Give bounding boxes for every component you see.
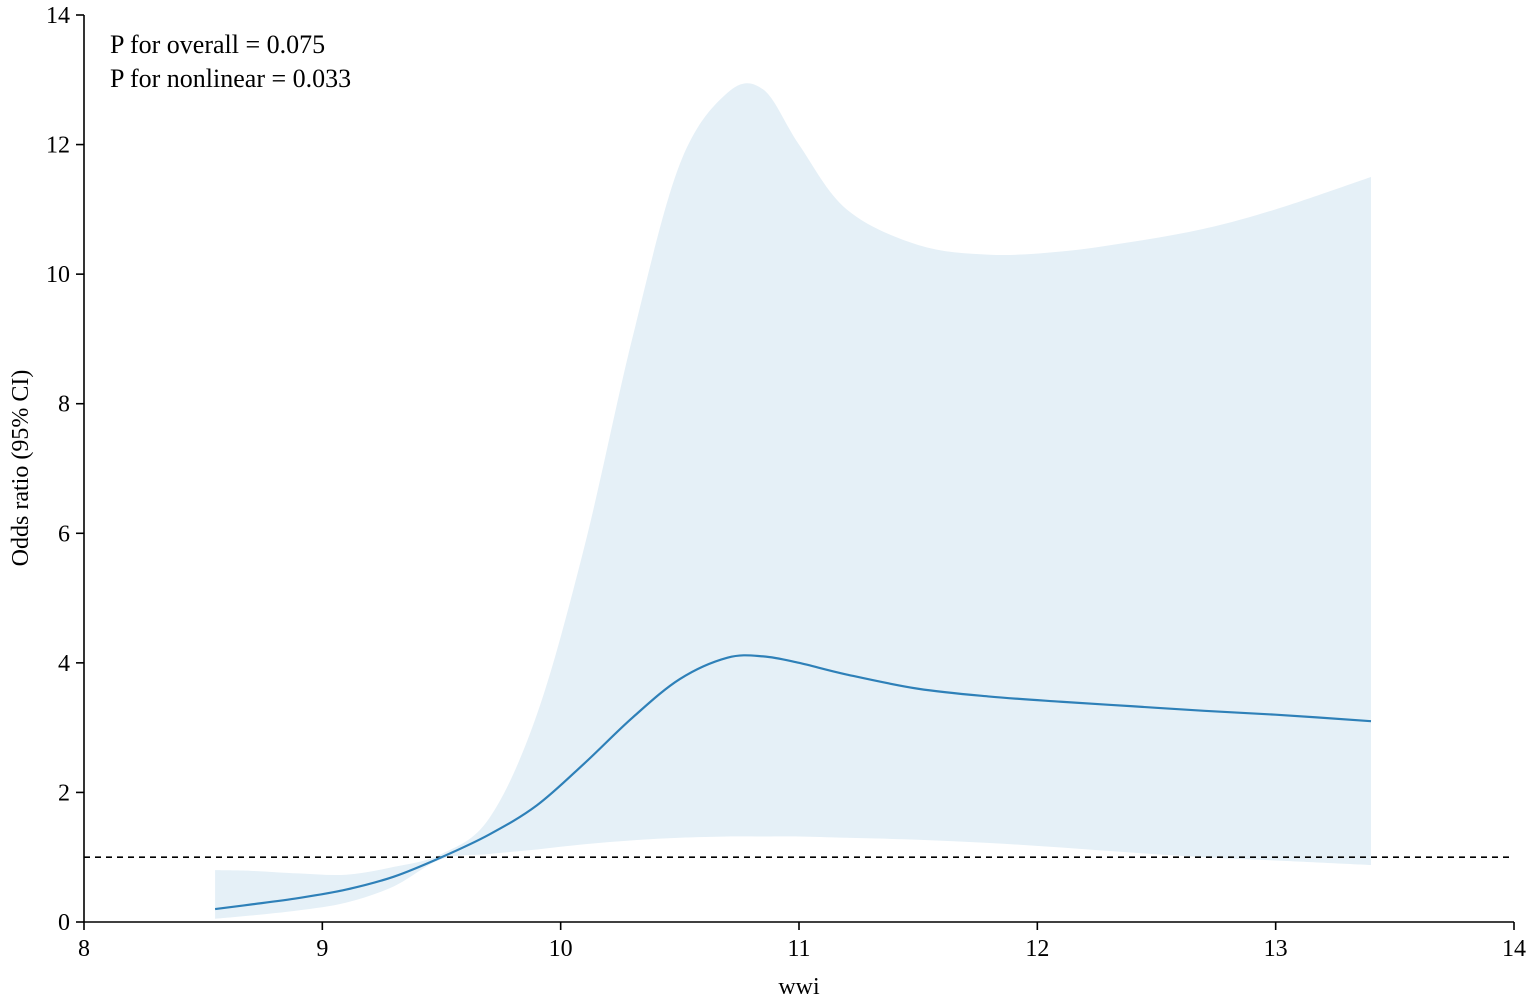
series-layer (214, 654, 1372, 911)
x-tick-label: 8 (78, 936, 90, 962)
x-tick-label: 14 (1502, 936, 1526, 962)
y-tick-label: 6 (58, 521, 70, 547)
y-axis-title: Odds ratio (95% CI) (8, 370, 34, 567)
y-tick-label: 14 (46, 3, 70, 29)
x-tick-label: 10 (549, 936, 573, 962)
x-tick-label: 13 (1264, 936, 1288, 962)
x-ticks: 8 9 10 11 12 13 14 (78, 922, 1526, 962)
x-tick-label: 9 (316, 936, 328, 962)
odds-ratio-line (214, 654, 1372, 911)
y-tick-label: 4 (58, 651, 70, 677)
p-overall-annotation: P for overall = 0.075 (110, 30, 325, 59)
y-tick-label: 10 (46, 262, 70, 288)
x-axis-title: wwi (778, 974, 820, 1000)
y-tick-label: 0 (58, 910, 70, 936)
y-tick-label: 12 (46, 133, 70, 159)
y-ticks: 0 2 4 6 8 10 12 14 (46, 3, 84, 936)
x-tick-label: 11 (787, 936, 810, 962)
y-tick-label: 2 (58, 780, 70, 806)
confidence-band (215, 83, 1371, 919)
y-tick-label: 8 (58, 392, 70, 418)
x-tick-label: 12 (1025, 936, 1049, 962)
ci-band-layer (215, 83, 1371, 919)
p-nonlinear-annotation: P for nonlinear = 0.033 (110, 64, 351, 93)
axes-layer: 8 9 10 11 12 13 14 0 2 4 6 8 10 12 14 (46, 3, 1526, 962)
